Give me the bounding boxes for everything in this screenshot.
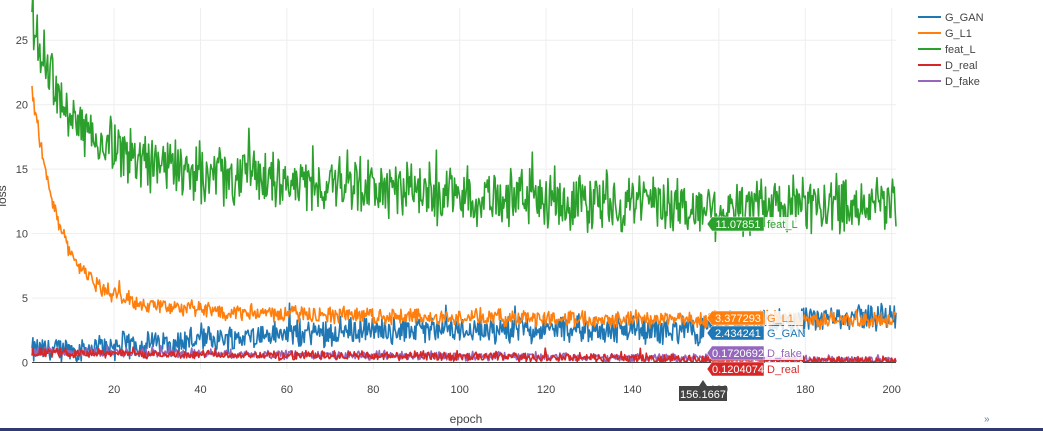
hover-label-d-real: 0.1204074 D_real	[706, 361, 803, 377]
hover-series-name: feat_L	[767, 219, 798, 231]
legend-item-d-real[interactable]: D_real	[945, 60, 977, 72]
x-tick-label: 60	[281, 384, 293, 396]
x-tick-label: 200	[883, 384, 901, 396]
legend: G_GAN G_L1 feat_L D_real D_fake	[918, 12, 984, 88]
x-tick-label: 40	[194, 384, 206, 396]
x-tick-label: 80	[367, 384, 379, 396]
series-line-feat-l	[31, 0, 897, 243]
y-tick-label: 20	[16, 100, 28, 112]
x-tick-label: 120	[537, 384, 555, 396]
x-axis-title: epoch	[450, 412, 483, 426]
x-tick-label: 140	[623, 384, 641, 396]
x-tick-label: 20	[108, 384, 120, 396]
y-axis-title: loss	[0, 185, 9, 206]
hover-x-label: 156.1667	[679, 380, 727, 401]
hover-labels: 11.07851 feat_L3.377293 G_L12.434241 G_GAN0…	[679, 216, 806, 401]
hover-label-d-fake: 0.1720692 D_fake	[706, 345, 803, 361]
axis-layer: 204060801001201401601802000510152025	[16, 35, 901, 396]
x-tick-label: 100	[451, 384, 469, 396]
y-tick-label: 25	[16, 35, 28, 47]
y-tick-label: 5	[22, 293, 28, 305]
hover-value: 2.434241	[715, 328, 761, 340]
y-tick-label: 0	[22, 358, 28, 370]
hover-series-name: D_real	[767, 364, 799, 376]
legend-item-feat-l[interactable]: feat_L	[945, 44, 976, 56]
hover-series-name: D_fake	[767, 348, 802, 360]
bottom-strip	[0, 428, 1043, 431]
y-tick-label: 10	[16, 229, 28, 241]
series-layer	[31, 0, 897, 364]
hover-x-value: 156.1667	[680, 389, 726, 401]
legend-item-d-fake[interactable]: D_fake	[945, 76, 980, 88]
hover-label-feat-l: 11.07851 feat_L	[706, 216, 803, 232]
hover-value: 3.377293	[715, 313, 761, 325]
y-tick-label: 15	[16, 164, 28, 176]
legend-item-g-l1[interactable]: G_L1	[945, 28, 972, 40]
hover-value: 0.1204074	[712, 364, 764, 376]
hover-series-name: G_L1	[767, 313, 794, 325]
hover-label-g-gan: 2.434241 G_GAN	[706, 325, 806, 341]
hover-value: 0.1720692	[712, 348, 764, 360]
hover-label-g-l1: 3.377293 G_L1	[706, 310, 803, 326]
x-tick-label: 180	[796, 384, 814, 396]
hover-value: 11.07851	[715, 219, 760, 231]
hover-series-name: G_GAN	[767, 328, 806, 340]
legend-item-g-gan[interactable]: G_GAN	[945, 12, 984, 24]
expand-arrow-icon[interactable]: »	[984, 414, 990, 425]
